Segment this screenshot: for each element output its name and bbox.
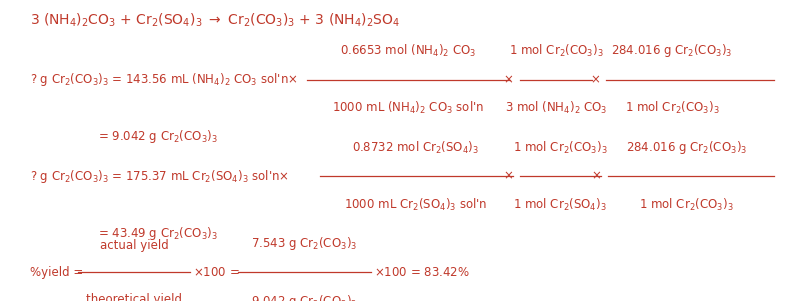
Text: 284.016 g Cr$_2$(CO$_3$)$_3$: 284.016 g Cr$_2$(CO$_3$)$_3$ [611, 42, 733, 59]
Text: ? g Cr$_2$(CO$_3$)$_3$ = 143.56 mL (NH$_4$)$_2$ CO$_3$ sol'n$\times$: ? g Cr$_2$(CO$_3$)$_3$ = 143.56 mL (NH$_… [30, 71, 298, 88]
Text: 0.6653 mol (NH$_4$)$_2$ CO$_3$: 0.6653 mol (NH$_4$)$_2$ CO$_3$ [340, 43, 476, 59]
Text: 1000 mL (NH$_4$)$_2$ CO$_3$ sol'n: 1000 mL (NH$_4$)$_2$ CO$_3$ sol'n [332, 100, 484, 116]
Text: 9.042 g Cr$_2$(CO$_3$)$_3$: 9.042 g Cr$_2$(CO$_3$)$_3$ [251, 293, 357, 301]
Text: 1 mol Cr$_2$(CO$_3$)$_3$: 1 mol Cr$_2$(CO$_3$)$_3$ [513, 140, 607, 156]
Text: 3 (NH$_4$)$_2$CO$_3$ + Cr$_2$(SO$_4$)$_3$ $\rightarrow$ Cr$_2$(CO$_3$)$_3$ + 3 (: 3 (NH$_4$)$_2$CO$_3$ + Cr$_2$(SO$_4$)$_3… [30, 12, 401, 29]
Text: actual yield: actual yield [100, 239, 169, 252]
Text: $\times$100 = 83.42%: $\times$100 = 83.42% [374, 266, 470, 279]
Text: 0.8732 mol Cr$_2$(SO$_4$)$_3$: 0.8732 mol Cr$_2$(SO$_4$)$_3$ [353, 140, 479, 156]
Text: $\times$: $\times$ [503, 169, 514, 183]
Text: = 9.042 g Cr$_2$(CO$_3$)$_3$: = 9.042 g Cr$_2$(CO$_3$)$_3$ [98, 129, 218, 145]
Text: 7.543 g Cr$_2$(CO$_3$)$_3$: 7.543 g Cr$_2$(CO$_3$)$_3$ [251, 235, 357, 252]
Text: 1 mol Cr$_2$(CO$_3$)$_3$: 1 mol Cr$_2$(CO$_3$)$_3$ [625, 100, 719, 116]
Text: 1 mol Cr$_2$(CO$_3$)$_3$: 1 mol Cr$_2$(CO$_3$)$_3$ [639, 197, 734, 213]
Text: $\times$: $\times$ [503, 73, 514, 86]
Text: 284.016 g Cr$_2$(CO$_3$)$_3$: 284.016 g Cr$_2$(CO$_3$)$_3$ [626, 139, 747, 156]
Text: $\times$: $\times$ [590, 73, 600, 86]
Text: 1 mol Cr$_2$(SO$_4$)$_3$: 1 mol Cr$_2$(SO$_4$)$_3$ [513, 197, 607, 213]
Text: 1000 mL Cr$_2$(SO$_4$)$_3$ sol'n: 1000 mL Cr$_2$(SO$_4$)$_3$ sol'n [344, 197, 488, 213]
Text: $\times$: $\times$ [591, 169, 602, 183]
Text: = 43.49 g Cr$_2$(CO$_3$)$_3$: = 43.49 g Cr$_2$(CO$_3$)$_3$ [98, 225, 218, 242]
Text: 3 mol (NH$_4$)$_2$ CO$_3$: 3 mol (NH$_4$)$_2$ CO$_3$ [505, 100, 607, 116]
Text: 1 mol Cr$_2$(CO$_3$)$_3$: 1 mol Cr$_2$(CO$_3$)$_3$ [509, 43, 603, 59]
Text: $\times$100 =: $\times$100 = [193, 266, 241, 279]
Text: %yield =: %yield = [30, 266, 87, 279]
Text: ? g Cr$_2$(CO$_3$)$_3$ = 175.37 mL Cr$_2$(SO$_4$)$_3$ sol'n$\times$: ? g Cr$_2$(CO$_3$)$_3$ = 175.37 mL Cr$_2… [30, 168, 290, 185]
Text: theoretical yield: theoretical yield [86, 293, 182, 301]
